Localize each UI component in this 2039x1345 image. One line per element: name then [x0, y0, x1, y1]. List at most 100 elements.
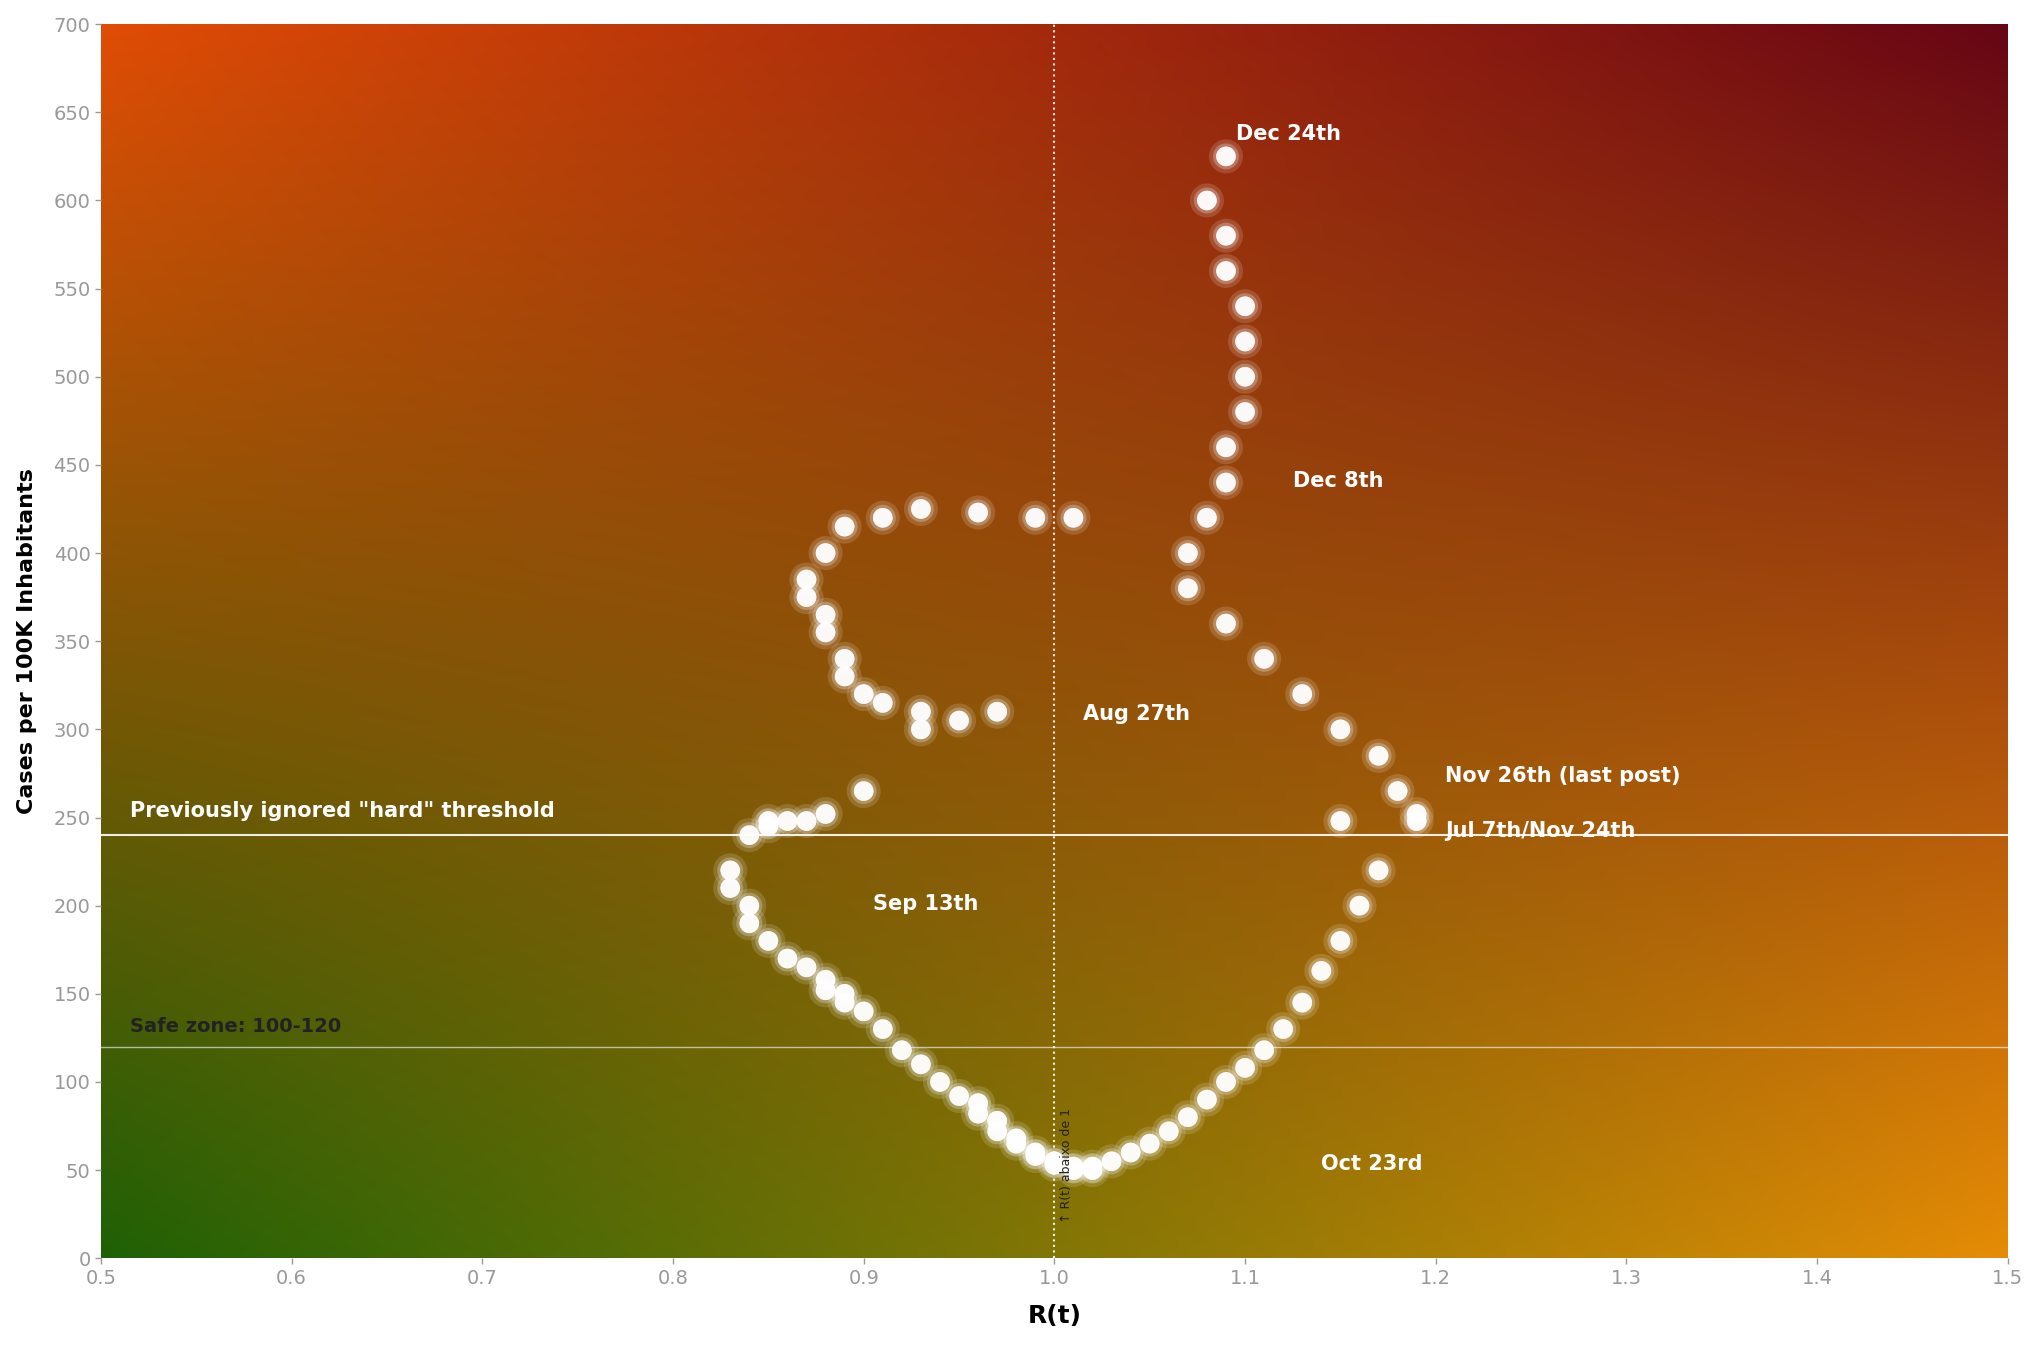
Point	[1170, 577, 1203, 599]
Point	[981, 701, 1013, 722]
Point	[981, 1110, 1013, 1131]
Point	[1209, 225, 1242, 246]
Point	[771, 948, 803, 970]
Point	[846, 780, 879, 802]
Point	[771, 810, 803, 831]
Point	[752, 810, 785, 831]
Point	[1248, 648, 1280, 670]
Point	[1077, 1159, 1109, 1181]
Point	[771, 948, 803, 970]
Point	[1362, 745, 1395, 767]
Point	[1399, 803, 1431, 824]
Point	[732, 824, 765, 846]
Point	[1020, 507, 1052, 529]
Point	[1056, 1159, 1089, 1181]
Point	[1056, 1159, 1089, 1181]
Point	[1362, 859, 1395, 881]
Point	[1020, 507, 1052, 529]
Point	[867, 507, 899, 529]
Point	[1227, 401, 1260, 422]
Point	[846, 683, 879, 705]
Point	[1095, 1150, 1128, 1171]
Point	[1227, 296, 1260, 317]
Point	[714, 877, 746, 898]
Point	[1170, 1107, 1203, 1128]
Point	[1191, 507, 1223, 529]
Point	[1191, 507, 1223, 529]
Point	[789, 956, 822, 978]
Point	[903, 1053, 936, 1075]
Point	[789, 810, 822, 831]
Point	[1323, 931, 1356, 952]
Point	[1020, 1145, 1052, 1166]
Point	[1056, 507, 1089, 529]
Point	[1077, 1155, 1109, 1177]
Point	[924, 1071, 956, 1092]
Point	[771, 810, 803, 831]
Point	[1266, 1018, 1299, 1040]
Point	[1266, 1018, 1299, 1040]
Point	[1209, 1071, 1242, 1092]
Point	[789, 569, 822, 590]
Point	[789, 956, 822, 978]
Point	[846, 683, 879, 705]
Point	[999, 1132, 1032, 1154]
Point	[1095, 1150, 1128, 1171]
Point	[1227, 1057, 1260, 1079]
Point	[903, 1053, 936, 1075]
Point	[1209, 613, 1242, 635]
Point	[789, 569, 822, 590]
Point	[960, 1103, 993, 1124]
Point	[1170, 577, 1203, 599]
Point	[771, 948, 803, 970]
Point	[1323, 810, 1356, 831]
Point	[828, 666, 860, 687]
Text: Dec 24th: Dec 24th	[1236, 124, 1340, 144]
Point	[1323, 810, 1356, 831]
Point	[903, 498, 936, 519]
Point	[809, 621, 842, 643]
Point	[809, 621, 842, 643]
Point	[732, 824, 765, 846]
Point	[867, 1018, 899, 1040]
Point	[789, 810, 822, 831]
Point	[1248, 1040, 1280, 1061]
Point	[981, 1120, 1013, 1142]
Text: Nov 26th (last post): Nov 26th (last post)	[1444, 765, 1680, 785]
Point	[1056, 1155, 1089, 1177]
Point	[1191, 190, 1223, 211]
Point	[981, 701, 1013, 722]
Point	[1056, 507, 1089, 529]
Point	[999, 1132, 1032, 1154]
Point	[846, 683, 879, 705]
Point	[1248, 1040, 1280, 1061]
Point	[714, 859, 746, 881]
Point	[846, 1001, 879, 1022]
Text: Safe zone: 100-120: Safe zone: 100-120	[130, 1017, 341, 1036]
Point	[1134, 1132, 1166, 1154]
Point	[846, 780, 879, 802]
Point	[1399, 810, 1431, 831]
Point	[942, 1085, 975, 1107]
Point	[903, 718, 936, 740]
Point	[771, 948, 803, 970]
Point	[903, 701, 936, 722]
Point	[1170, 1107, 1203, 1128]
Point	[771, 810, 803, 831]
Point	[1323, 718, 1356, 740]
Point	[999, 1127, 1032, 1149]
Point	[789, 586, 822, 608]
Point	[809, 604, 842, 625]
Point	[903, 701, 936, 722]
Point	[809, 803, 842, 824]
Point	[752, 931, 785, 952]
Point	[732, 894, 765, 916]
Point	[1152, 1120, 1185, 1142]
Point	[1020, 1142, 1052, 1163]
Point	[1134, 1132, 1166, 1154]
Point	[732, 912, 765, 933]
Point	[1209, 1071, 1242, 1092]
Point	[809, 604, 842, 625]
Point	[1209, 472, 1242, 494]
Point	[1191, 190, 1223, 211]
